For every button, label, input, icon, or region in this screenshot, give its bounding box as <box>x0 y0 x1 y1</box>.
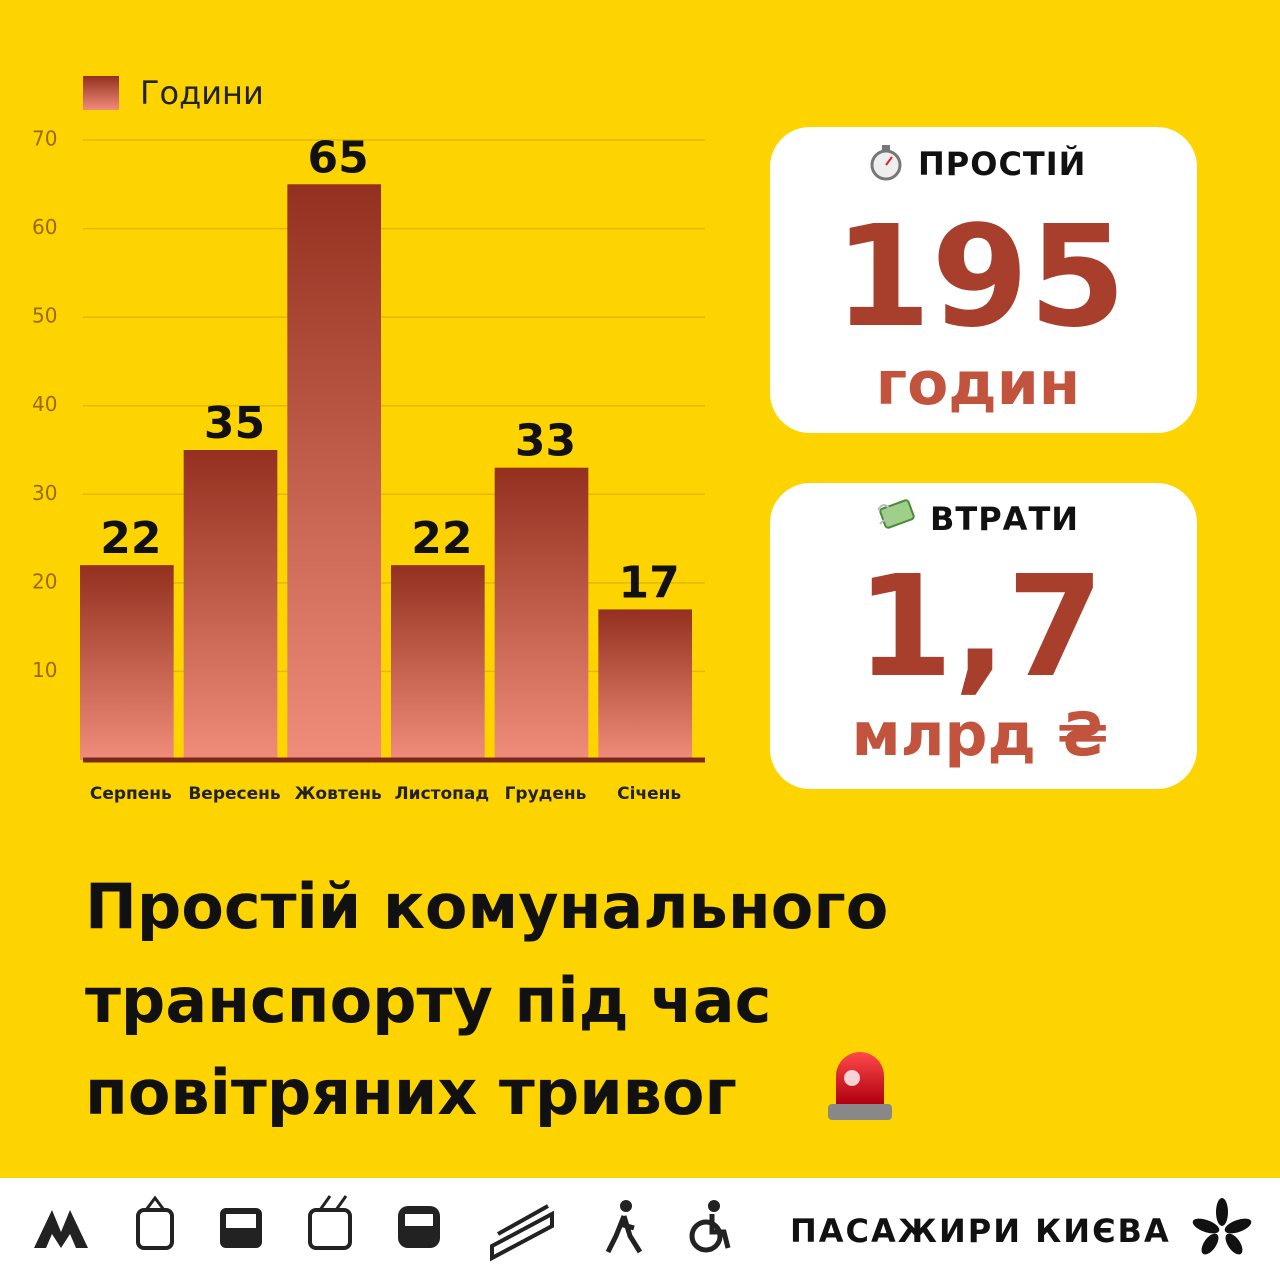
y-tick-label: 70 <box>32 127 57 151</box>
y-tick-label: 50 <box>32 304 57 328</box>
x-tick-label: Серпень <box>90 784 172 804</box>
stopwatch-icon <box>870 145 902 181</box>
title-line: транспорту під час <box>85 964 771 1037</box>
value-label: 22 <box>411 513 472 564</box>
bar <box>391 565 485 760</box>
money-icon <box>877 499 915 529</box>
bar <box>494 467 589 760</box>
chestnut-logo <box>1192 1198 1252 1255</box>
legend-swatch <box>83 76 119 110</box>
card-unit: годин <box>876 349 1081 419</box>
value-label: 33 <box>515 416 576 467</box>
bar <box>598 609 692 760</box>
x-tick-label: Січень <box>617 784 681 804</box>
siren-icon <box>828 1052 892 1120</box>
card-value: 1,7 <box>856 546 1104 709</box>
value-label: 65 <box>308 132 369 183</box>
y-tick-label: 60 <box>32 215 57 239</box>
bar <box>287 184 381 761</box>
y-tick-label: 20 <box>32 569 57 593</box>
x-tick-label: Грудень <box>505 784 587 804</box>
title-line: повітряних тривог <box>85 1056 737 1129</box>
value-label: 17 <box>619 557 680 608</box>
bar <box>80 565 174 760</box>
x-tick-label: Вересень <box>188 784 280 804</box>
legend-label: Години <box>140 74 264 112</box>
x-tick-label: Листопад <box>395 784 490 804</box>
brand: ПАСАЖИРИ КИЄВА <box>790 1212 1171 1250</box>
card-value: 195 <box>834 196 1126 359</box>
y-tick-label: 10 <box>32 658 57 682</box>
card <box>770 483 1197 789</box>
transport-icons <box>34 1195 731 1262</box>
footer <box>0 1178 1280 1280</box>
y-tick-label: 30 <box>32 481 57 505</box>
card <box>770 127 1197 433</box>
chart: Години 10 20 30 40 50 60 70 Серпень 22 Вересень 35 Ж… <box>32 74 705 804</box>
y-tick-label: 40 <box>32 392 57 416</box>
title-line: Простій комунального <box>85 870 888 943</box>
card-label: ПРОСТІЙ <box>918 145 1086 183</box>
value-label: 22 <box>100 513 161 564</box>
card-label: ВТРАТИ <box>930 500 1079 538</box>
card-unit: млрд ₴ <box>852 700 1109 770</box>
value-label: 35 <box>204 398 265 449</box>
x-tick-label: Жовтень <box>295 784 382 804</box>
bar <box>183 450 278 760</box>
